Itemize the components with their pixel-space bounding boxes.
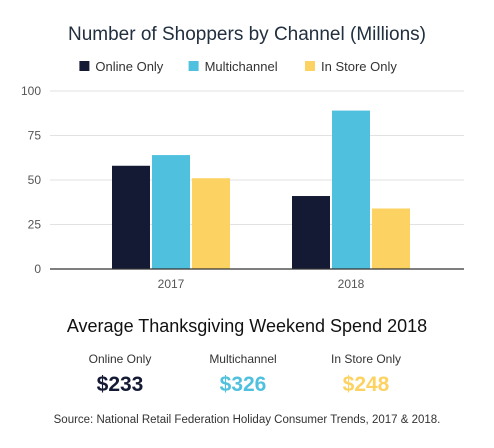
- y-tick-label: 0: [34, 262, 41, 276]
- chart-title: Number of Shoppers by Channel (Millions): [68, 24, 426, 45]
- bar-online-only-2018: [292, 196, 330, 269]
- spend-title: Average Thanksgiving Weekend Spend 2018: [66, 316, 428, 336]
- shoppers-bar-chart: Number of Shoppers by Channel (Millions)…: [21, 24, 464, 291]
- bar-multichannel-2018: [332, 110, 370, 269]
- spend-in-store-only: In Store Only $248: [291, 350, 441, 397]
- spend-value-online-only: $233: [96, 373, 144, 396]
- bar-in-store-only-2018: [372, 208, 410, 269]
- spend-value-multichannel: $326: [219, 373, 267, 396]
- spend-label-online-only: Online Only: [88, 352, 152, 366]
- legend-swatch-multichannel: [188, 61, 199, 71]
- y-tick-label: 50: [28, 173, 42, 187]
- x-tick-label: 2017: [158, 277, 185, 291]
- bar-online-only-2017: [112, 165, 150, 269]
- y-tick-label: 75: [28, 129, 42, 143]
- source-note: Source: National Retail Federation Holid…: [53, 414, 441, 426]
- spend-label-in-store-only: In Store Only: [330, 352, 402, 366]
- legend-label-in-store-only: In Store Only: [321, 59, 397, 74]
- spend-value-in-store-only: $248: [342, 373, 390, 396]
- chart-legend: Online Only Multichannel In Store Only: [79, 59, 397, 74]
- y-tick-label: 25: [28, 218, 42, 232]
- legend-label-online-only: Online Only: [95, 59, 163, 74]
- bar-multichannel-2017: [152, 155, 190, 269]
- x-tick-label: 2018: [338, 277, 365, 291]
- y-tick-label: 100: [21, 84, 41, 98]
- bar-in-store-only-2017: [192, 178, 230, 269]
- spend-online-only: Online Only $233: [45, 350, 195, 397]
- spend-multichannel: Multichannel $326: [168, 350, 318, 397]
- bars: [112, 110, 410, 269]
- legend-label-multichannel: Multichannel: [205, 59, 278, 74]
- legend-swatch-online-only: [79, 61, 90, 71]
- spend-label-multichannel: Multichannel: [209, 352, 277, 366]
- legend-swatch-in-store-only: [305, 61, 315, 71]
- y-axis-ticks: 0 25 50 75 100: [21, 84, 41, 276]
- x-axis-ticks: 2017 2018: [158, 277, 365, 291]
